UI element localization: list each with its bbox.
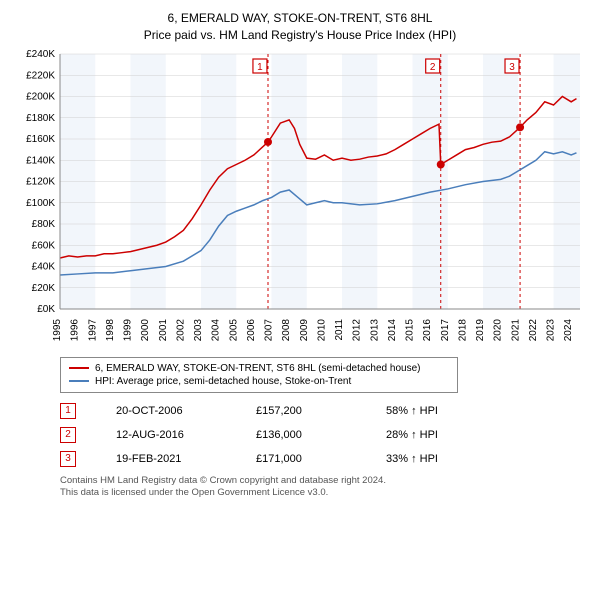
legend-item: HPI: Average price, semi-detached house,… bbox=[69, 375, 449, 388]
svg-text:2022: 2022 bbox=[528, 318, 539, 341]
title-line-1: 6, EMERALD WAY, STOKE-ON-TRENT, ST6 8HL bbox=[10, 10, 590, 27]
legend-swatch bbox=[69, 380, 89, 382]
svg-text:2015: 2015 bbox=[405, 318, 416, 341]
svg-text:1999: 1999 bbox=[123, 318, 134, 341]
svg-text:£180K: £180K bbox=[26, 112, 55, 123]
svg-text:2003: 2003 bbox=[193, 318, 204, 341]
title-line-2: Price paid vs. HM Land Registry's House … bbox=[10, 27, 590, 44]
marker-date: 12-AUG-2016 bbox=[116, 429, 216, 441]
svg-text:2005: 2005 bbox=[228, 318, 239, 341]
svg-text:2016: 2016 bbox=[422, 318, 433, 341]
svg-text:1998: 1998 bbox=[105, 318, 116, 341]
marker-hpi: 58% ↑ HPI bbox=[386, 405, 476, 417]
svg-text:2024: 2024 bbox=[563, 318, 574, 341]
marker-table: 1 20-OCT-2006 £157,200 58% ↑ HPI 2 12-AUG-201… bbox=[60, 403, 590, 467]
svg-text:1996: 1996 bbox=[70, 318, 81, 341]
svg-text:2013: 2013 bbox=[369, 318, 380, 341]
svg-text:2023: 2023 bbox=[546, 318, 557, 341]
marker-number: 3 bbox=[60, 451, 76, 467]
marker-date: 19-FEB-2021 bbox=[116, 453, 216, 465]
svg-text:2011: 2011 bbox=[334, 318, 345, 340]
svg-text:2010: 2010 bbox=[316, 318, 327, 341]
svg-text:2021: 2021 bbox=[510, 318, 521, 341]
legend-item: 6, EMERALD WAY, STOKE-ON-TRENT, ST6 8HL … bbox=[69, 362, 449, 375]
svg-text:£140K: £140K bbox=[26, 155, 55, 166]
marker-number: 2 bbox=[60, 427, 76, 443]
svg-text:2000: 2000 bbox=[140, 318, 151, 341]
marker-hpi: 33% ↑ HPI bbox=[386, 453, 476, 465]
legend: 6, EMERALD WAY, STOKE-ON-TRENT, ST6 8HL … bbox=[60, 357, 458, 393]
marker-price: £157,200 bbox=[256, 405, 346, 417]
svg-text:£60K: £60K bbox=[32, 240, 56, 251]
svg-text:2019: 2019 bbox=[475, 318, 486, 341]
svg-text:2001: 2001 bbox=[158, 318, 169, 341]
svg-text:2007: 2007 bbox=[264, 318, 275, 341]
svg-text:£40K: £40K bbox=[32, 261, 56, 272]
svg-text:1997: 1997 bbox=[87, 318, 98, 341]
svg-text:£0K: £0K bbox=[37, 304, 55, 315]
svg-text:3: 3 bbox=[509, 62, 515, 73]
svg-text:£120K: £120K bbox=[26, 176, 55, 187]
svg-text:1995: 1995 bbox=[52, 318, 63, 341]
svg-text:2012: 2012 bbox=[352, 318, 363, 341]
marker-hpi: 28% ↑ HPI bbox=[386, 429, 476, 441]
svg-text:£220K: £220K bbox=[26, 70, 55, 81]
svg-text:2002: 2002 bbox=[175, 318, 186, 341]
svg-text:£240K: £240K bbox=[26, 49, 55, 60]
copyright-line-2: This data is licensed under the Open Gov… bbox=[60, 487, 590, 499]
copyright: Contains HM Land Registry data © Crown c… bbox=[60, 475, 590, 500]
legend-label: 6, EMERALD WAY, STOKE-ON-TRENT, ST6 8HL … bbox=[95, 363, 420, 374]
svg-text:2: 2 bbox=[430, 62, 436, 73]
svg-text:£100K: £100K bbox=[26, 197, 55, 208]
marker-price: £136,000 bbox=[256, 429, 346, 441]
marker-number: 1 bbox=[60, 403, 76, 419]
legend-label: HPI: Average price, semi-detached house,… bbox=[95, 376, 351, 387]
svg-text:2017: 2017 bbox=[440, 318, 451, 341]
svg-text:1: 1 bbox=[257, 62, 263, 73]
svg-text:£200K: £200K bbox=[26, 91, 55, 102]
svg-text:2014: 2014 bbox=[387, 318, 398, 341]
marker-price: £171,000 bbox=[256, 453, 346, 465]
svg-text:£20K: £20K bbox=[32, 282, 56, 293]
legend-swatch bbox=[69, 367, 89, 369]
marker-row: 2 12-AUG-2016 £136,000 28% ↑ HPI bbox=[60, 427, 590, 443]
svg-text:2018: 2018 bbox=[457, 318, 468, 341]
svg-text:£160K: £160K bbox=[26, 134, 55, 145]
svg-text:£80K: £80K bbox=[32, 219, 56, 230]
svg-text:2008: 2008 bbox=[281, 318, 292, 341]
svg-text:2009: 2009 bbox=[299, 318, 310, 341]
marker-row: 1 20-OCT-2006 £157,200 58% ↑ HPI bbox=[60, 403, 590, 419]
svg-text:2020: 2020 bbox=[493, 318, 504, 341]
marker-date: 20-OCT-2006 bbox=[116, 405, 216, 417]
copyright-line-1: Contains HM Land Registry data © Crown c… bbox=[60, 475, 590, 487]
chart-title: 6, EMERALD WAY, STOKE-ON-TRENT, ST6 8HL … bbox=[10, 10, 590, 44]
marker-row: 3 19-FEB-2021 £171,000 33% ↑ HPI bbox=[60, 451, 590, 467]
line-chart: £0K £20K £40K £60K £80K £100K £120K £140K £160K £… bbox=[10, 49, 590, 349]
chart-area: £0K £20K £40K £60K £80K £100K £120K £140K £160K £… bbox=[10, 49, 590, 349]
svg-text:2004: 2004 bbox=[211, 318, 222, 341]
svg-text:2006: 2006 bbox=[246, 318, 257, 341]
